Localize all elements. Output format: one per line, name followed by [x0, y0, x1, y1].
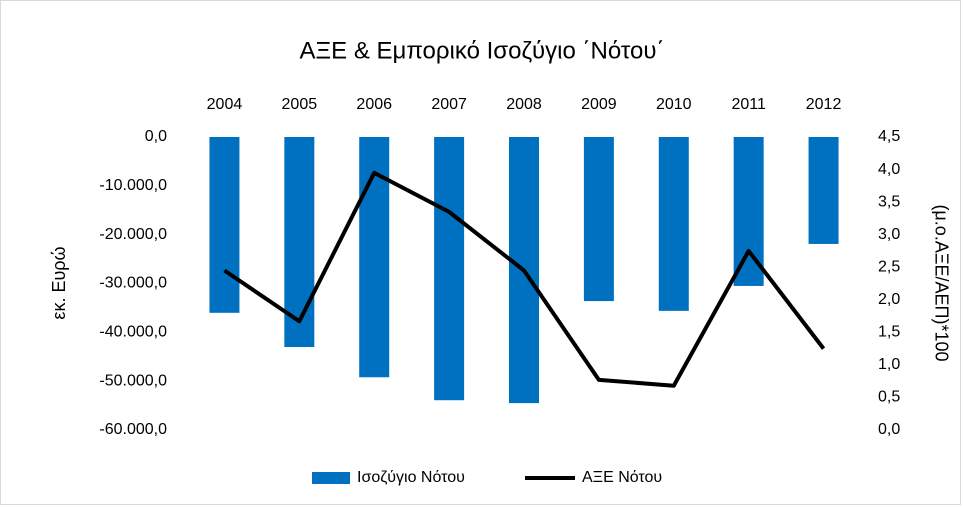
y2-tick-label: 1,0	[878, 356, 900, 373]
y-tick-label: -30.000,0	[99, 275, 167, 292]
x-tick-label: 2005	[282, 96, 318, 113]
y-tick-label: 0,0	[145, 128, 167, 145]
line	[223, 170, 826, 388]
legend-swatch	[312, 472, 350, 484]
y-axis-label: εκ. Ευρώ	[49, 246, 69, 319]
x-tick-label: 2011	[731, 96, 766, 113]
y2-axis-label: (μ.ο.ΑΞΕ/ΑΕΠ)*100	[931, 204, 951, 361]
y2-tick-label: 3,5	[878, 193, 900, 210]
x-tick-label: 2004	[207, 96, 243, 113]
y-tick-label: -50.000,0	[99, 372, 167, 389]
x-tick-label: 2012	[806, 96, 842, 113]
y2-tick-label: 1,5	[878, 324, 900, 341]
legend-label: ΑΞΕ Νότου	[582, 469, 662, 486]
x-tick-label: 2007	[431, 96, 467, 113]
y2-tick-label: 4,5	[878, 128, 900, 145]
bar	[284, 137, 315, 347]
chart-title: ΑΞΕ & Εμπορικό Ισοζύγιο ΄Νότου΄	[300, 37, 665, 64]
bar	[209, 137, 240, 313]
y-tick-label: -10.000,0	[99, 177, 167, 194]
x-tick-label: 2009	[581, 96, 617, 113]
y2-tick-label: 2,0	[878, 291, 900, 308]
y2-tick-label: 3,0	[878, 226, 900, 243]
x-tick-label: 2006	[356, 96, 392, 113]
bar	[808, 137, 839, 244]
y2-tick-label: 0,0	[878, 421, 900, 438]
y2-tick-label: 4,0	[878, 161, 900, 178]
x-tick-label: 2010	[656, 96, 692, 113]
y2-tick-label: 2,5	[878, 258, 900, 275]
bar	[434, 137, 465, 401]
legend-label: Ισοζύγιο Νότου	[357, 469, 465, 486]
y-tick-label: -60.000,0	[99, 421, 167, 438]
bar	[583, 137, 614, 302]
y-tick-label: -40.000,0	[99, 324, 167, 341]
y2-tick-label: 0,5	[878, 389, 900, 406]
x-tick-label: 2008	[506, 96, 542, 113]
bar	[658, 137, 689, 311]
y-tick-label: -20.000,0	[99, 226, 167, 243]
